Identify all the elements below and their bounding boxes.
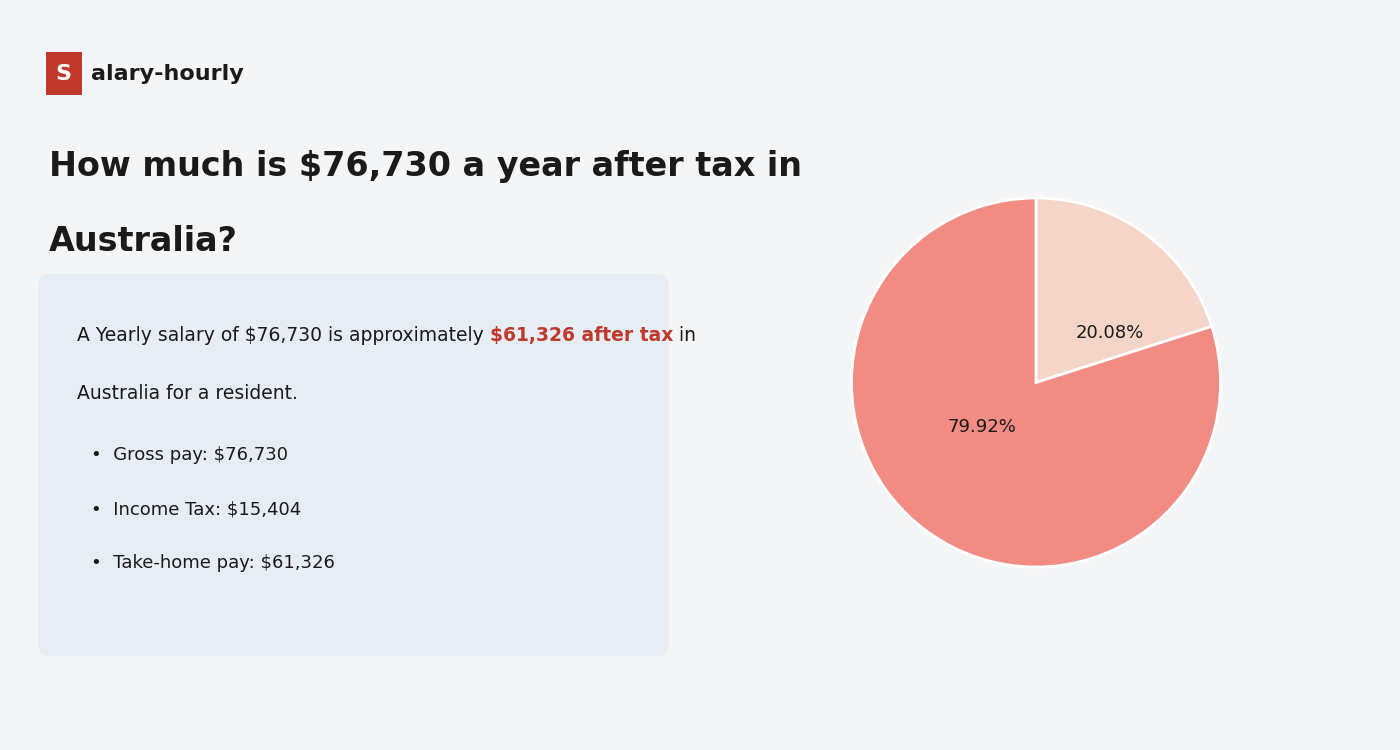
Text: •  Income Tax: $15,404: • Income Tax: $15,404	[91, 500, 301, 518]
Text: •  Take-home pay: $61,326: • Take-home pay: $61,326	[91, 554, 335, 572]
Text: $61,326 after tax: $61,326 after tax	[490, 326, 673, 345]
Wedge shape	[851, 198, 1221, 567]
Text: Australia for a resident.: Australia for a resident.	[77, 384, 298, 403]
Text: A Yearly salary of $76,730 is approximately: A Yearly salary of $76,730 is approximat…	[77, 326, 490, 345]
Text: •  Gross pay: $76,730: • Gross pay: $76,730	[91, 446, 288, 464]
Wedge shape	[1036, 198, 1212, 382]
FancyBboxPatch shape	[39, 274, 669, 656]
Text: 20.08%: 20.08%	[1075, 324, 1144, 342]
Legend: Income Tax, Take-home Pay: Income Tax, Take-home Pay	[867, 0, 1205, 4]
FancyBboxPatch shape	[45, 52, 81, 95]
Text: S: S	[56, 64, 71, 83]
Text: in: in	[673, 326, 696, 345]
Text: Australia?: Australia?	[49, 225, 238, 258]
Text: 79.92%: 79.92%	[948, 418, 1016, 436]
Text: How much is $76,730 a year after tax in: How much is $76,730 a year after tax in	[49, 150, 802, 183]
Text: alary-hourly: alary-hourly	[91, 64, 244, 83]
